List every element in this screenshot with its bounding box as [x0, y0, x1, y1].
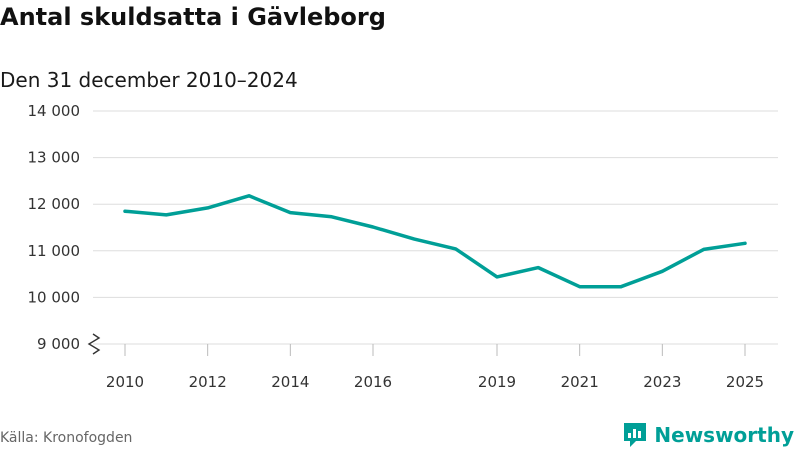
- series-group: [123, 194, 747, 289]
- series-line-0: [123, 194, 747, 289]
- newsworthy-logo-icon: [624, 423, 647, 447]
- x-tick-label: 2023: [643, 373, 681, 391]
- source-note: Källa: Kronofogden: [0, 430, 133, 446]
- x-tick-label: 2014: [271, 373, 309, 391]
- y-tick-label: 9 000: [37, 335, 80, 353]
- chart-title: Antal skuldsatta i Gävleborg: [0, 3, 386, 31]
- x-tick-label: 2010: [106, 373, 144, 391]
- y-tick-label: 11 000: [28, 242, 81, 260]
- x-tick-label: 2021: [561, 373, 599, 391]
- y-axis-ticks: 9 000 10 000 11 000 12 000 13 000 14 000: [28, 102, 81, 353]
- y-tick-label: 14 000: [28, 102, 81, 120]
- x-tick-label: 2025: [726, 373, 764, 391]
- x-tick-label: 2012: [189, 373, 227, 391]
- axis-break-zigzag: [87, 333, 101, 355]
- brand-name: Newsworthy: [654, 423, 794, 447]
- line-chart: 9 000 10 000 11 000 12 000 13 000 14 000 2010…: [28, 102, 778, 391]
- chart-subtitle: Den 31 december 2010–2024: [0, 68, 298, 92]
- brand-logo: Newsworthy: [622, 421, 794, 449]
- x-axis-ticks: 2010 2012 2014 2016 2019 2021 2023 2025: [106, 344, 764, 391]
- x-tick-label: 2016: [354, 373, 392, 391]
- axis-break-icon: [87, 333, 101, 355]
- y-tick-label: 10 000: [28, 288, 81, 306]
- x-tick-label: 2019: [478, 373, 516, 391]
- grid-lines: [93, 110, 778, 345]
- y-tick-label: 13 000: [28, 149, 81, 167]
- y-tick-label: 12 000: [28, 195, 81, 213]
